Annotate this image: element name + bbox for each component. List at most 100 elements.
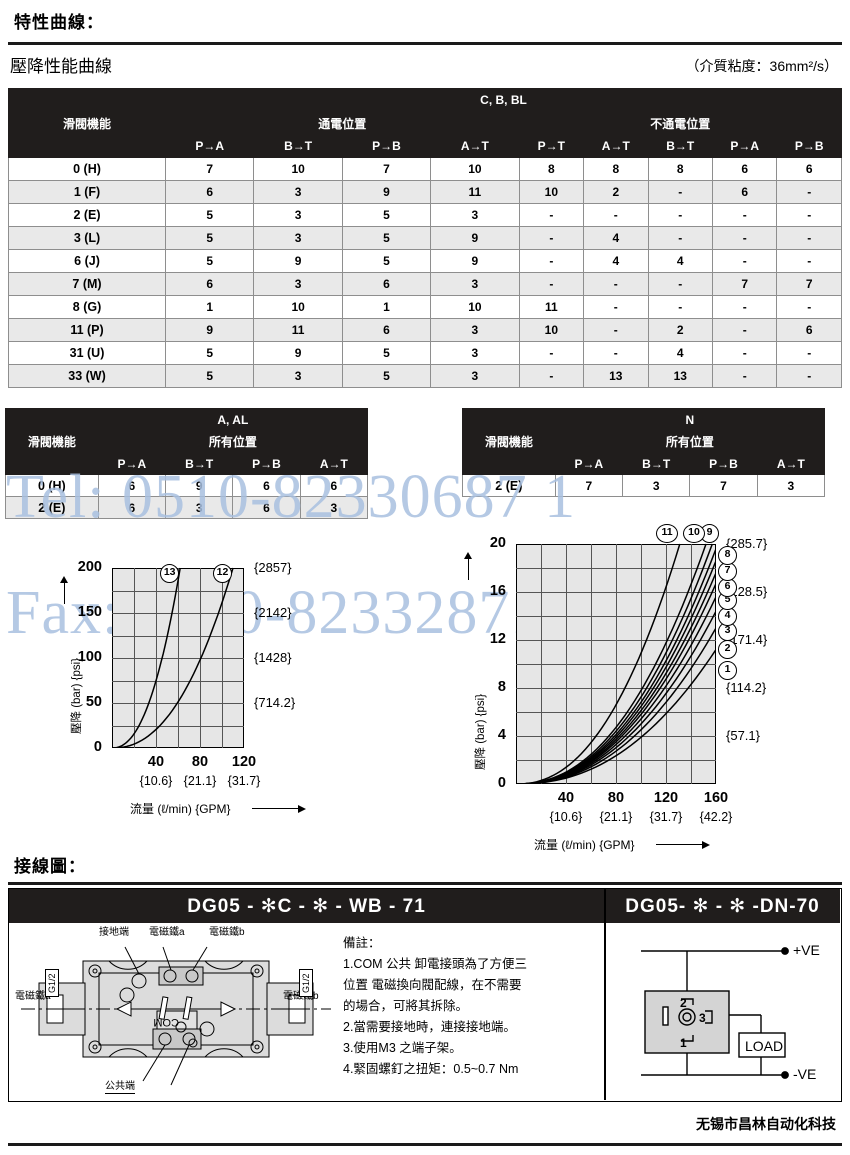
table-row: 2 (E) 6 3 6 3 xyxy=(5,496,369,519)
value-cell: 3 xyxy=(253,226,343,250)
value-cell: 3 xyxy=(253,364,343,388)
table-row: 33 (W) 5 3 5 3-13 13- - xyxy=(7,364,842,388)
label-ground-terminal: 接地端 xyxy=(99,927,129,938)
y-tick-label: 4 xyxy=(497,727,506,743)
value-cell: 5 xyxy=(165,203,255,227)
gridline-horizontal xyxy=(516,688,716,689)
table-subgroup-header: 所有位置 xyxy=(97,430,369,453)
y-tick-label: 16 xyxy=(489,583,506,599)
function-cell: 3 (L) xyxy=(7,226,167,250)
value-cell: 4 xyxy=(647,341,714,365)
value-cell: 13 xyxy=(583,364,649,388)
value-cell: - xyxy=(518,203,585,227)
notes-title: 備註： xyxy=(343,936,381,950)
label-port-left: G1/2 xyxy=(45,969,59,997)
value-cell: 6 xyxy=(711,157,778,181)
y-psi-label: {285.7} xyxy=(726,536,768,551)
value-cell: - xyxy=(776,226,842,250)
value-cell: 7 xyxy=(776,272,842,296)
series-marker: 9 xyxy=(700,524,719,543)
table-row: 7 (M) 6 3 6 3- - -7 7 xyxy=(7,272,842,296)
value-cell: 11 xyxy=(518,295,585,319)
y-tick-label: 20 xyxy=(489,535,506,551)
value-cell: 2 xyxy=(583,180,649,204)
wiring-divider xyxy=(604,889,606,1100)
value-cell: 13 xyxy=(647,364,714,388)
x-axis-arrow-head xyxy=(298,804,306,813)
label-solenoid-b-top: 電磁鐵b xyxy=(209,927,245,938)
series-marker: 11 xyxy=(656,524,678,543)
value-cell: - xyxy=(711,226,778,250)
value-cell: 1 xyxy=(165,295,255,319)
x-gpm-label: {10.6} xyxy=(549,810,583,824)
value-cell: 5 xyxy=(341,226,432,250)
y-axis-arrow-line xyxy=(64,582,66,604)
value-cell: - xyxy=(711,249,778,273)
series-marker: 12 xyxy=(213,563,232,583)
value-cell: - xyxy=(711,318,778,342)
value-cell: - xyxy=(518,226,585,250)
gridline-horizontal xyxy=(516,760,716,761)
table-subgroup-deenergized: 不通電位置 xyxy=(518,111,843,135)
chart-pressure-drop-right: 0 4 8 12 16 20 {57.1} {114.2} {171.4} {228.5} {285… xyxy=(440,520,850,852)
table-column-header: P→A xyxy=(554,452,624,475)
value-cell: - xyxy=(711,364,778,388)
value-cell: - xyxy=(583,295,649,319)
value-cell: 11 xyxy=(253,318,343,342)
table-column-header: P→B xyxy=(341,134,432,158)
value-cell: 3 xyxy=(253,272,343,296)
value-cell: - xyxy=(711,295,778,319)
function-cell: 8 (G) xyxy=(7,295,167,319)
table-column-header: P→A xyxy=(711,134,778,158)
svg-text:3: 3 xyxy=(699,1011,706,1025)
series-marker: 1 xyxy=(718,660,737,680)
svg-text:COM: COM xyxy=(153,1016,179,1028)
label-minus-ve: -VE xyxy=(793,1066,817,1082)
value-cell: 6 xyxy=(97,496,167,519)
label-solenoid-a-top: 電磁鐵a xyxy=(149,927,185,938)
value-cell: 5 xyxy=(165,364,255,388)
value-cell: 2 xyxy=(647,318,714,342)
value-cell: 3 xyxy=(430,272,520,296)
value-cell: 8 xyxy=(583,157,649,181)
y-psi-label: {714.2} xyxy=(254,695,296,710)
value-cell: 3 xyxy=(621,474,691,497)
value-cell: 7 xyxy=(165,157,255,181)
value-cell: - xyxy=(776,295,842,319)
gridline-horizontal xyxy=(112,680,244,682)
table-column-header: A→T xyxy=(430,134,520,158)
value-cell: 7 xyxy=(689,474,758,497)
value-cell: 5 xyxy=(341,203,432,227)
table-row: 0 (H) 6 9 6 6 xyxy=(5,474,369,497)
value-cell: 5 xyxy=(341,249,432,273)
x-gpm-label: {21.1} xyxy=(599,810,633,824)
x-axis-label: 流量 (ℓ/min) {GPM} xyxy=(130,802,231,816)
function-cell: 0 (H) xyxy=(7,157,167,181)
function-cell: 2 (E) xyxy=(462,474,556,497)
value-cell: 5 xyxy=(165,226,255,250)
wiring-right-header: DG05- ✻ - ✻ -DN-70 xyxy=(605,889,840,923)
function-cell: 7 (M) xyxy=(7,272,167,296)
y-psi-label: {1428} xyxy=(254,650,292,665)
y-tick-label: 50 xyxy=(85,694,102,710)
value-cell: 3 xyxy=(430,203,520,227)
gridline-horizontal xyxy=(112,703,244,704)
y-axis-arrow-head xyxy=(60,576,68,583)
svg-text:2: 2 xyxy=(680,996,687,1010)
table-row: 0 (H) 7 10 7 10 8 8 8 6 6 xyxy=(7,157,842,181)
table-row: 8 (G) 1 10 1 10 11- - - - xyxy=(7,295,842,319)
table-column-header: A→T xyxy=(299,452,369,475)
y-psi-label: {171.4} xyxy=(726,632,768,647)
section-subtitle: 壓降性能曲線 xyxy=(10,57,112,76)
value-cell: - xyxy=(776,249,842,273)
value-cell: 10 xyxy=(430,295,520,319)
value-cell: - xyxy=(518,249,585,273)
table-a-al: 滑閥機能 A, AL 所有位置 P→A B→T P→B A→T 0 (H) 6 9 6 6 2 (E) 6… xyxy=(5,408,369,519)
value-cell: 5 xyxy=(165,341,255,365)
x-gpm-label: {21.1} xyxy=(183,774,217,788)
y-axis-label: 壓降 (bar) {psi} xyxy=(475,693,487,770)
value-cell: - xyxy=(776,341,842,365)
value-cell: 9 xyxy=(165,318,255,342)
value-cell: 6 xyxy=(232,474,301,497)
label-common-terminal: 公共端 xyxy=(105,1077,135,1094)
